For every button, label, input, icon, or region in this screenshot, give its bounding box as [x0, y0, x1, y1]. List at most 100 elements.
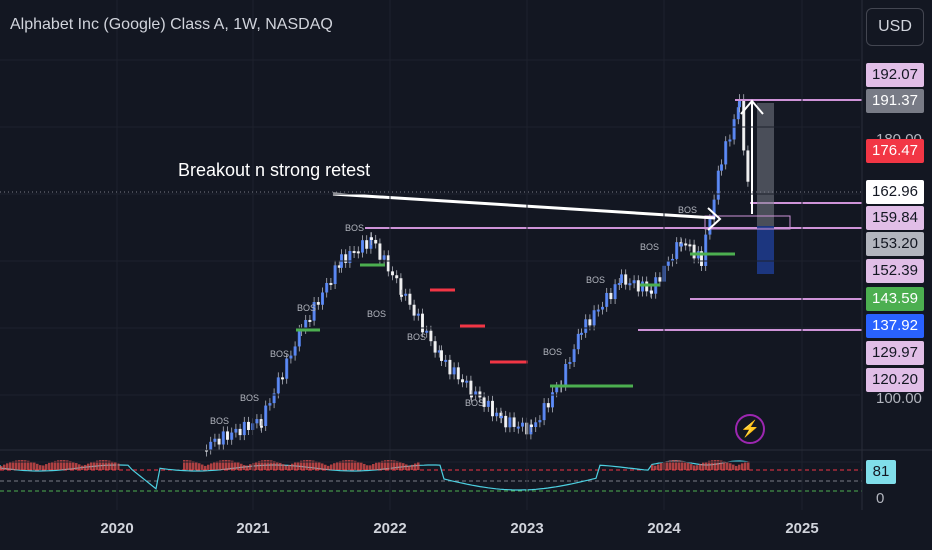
candle	[592, 310, 596, 326]
candle	[495, 412, 499, 417]
osc-histogram-bar	[396, 461, 399, 470]
osc-histogram-bar	[270, 460, 273, 470]
candle	[720, 164, 723, 171]
candle	[304, 319, 308, 329]
osc-histogram-bar	[57, 460, 60, 470]
candle	[365, 240, 369, 249]
candle	[316, 302, 320, 305]
osc-histogram-bar	[696, 465, 699, 470]
candle	[399, 278, 403, 295]
osc-histogram-bar	[327, 465, 330, 470]
candle	[482, 397, 486, 407]
osc-histogram-bar	[60, 460, 63, 470]
candle	[209, 441, 213, 450]
osc-histogram-bar	[237, 462, 240, 470]
candle	[452, 367, 456, 375]
osc-histogram-bar	[282, 464, 285, 470]
osc-histogram-bar	[210, 463, 213, 470]
osc-histogram-bar	[660, 463, 663, 470]
candle	[500, 415, 503, 419]
osc-histogram-bar	[3, 464, 6, 470]
osc-histogram-bar	[48, 462, 51, 470]
candle	[264, 405, 268, 426]
osc-histogram-bar	[651, 464, 654, 470]
osc-histogram-bar	[9, 462, 12, 470]
candle	[289, 355, 293, 359]
candle	[285, 358, 289, 379]
price-axis-label-100: 100.00	[876, 390, 922, 407]
osc-histogram-bar	[6, 463, 9, 470]
candle	[456, 367, 460, 380]
osc-histogram-bar	[225, 460, 228, 470]
osc-histogram-bar	[255, 461, 258, 470]
osc-histogram-bar	[0, 466, 3, 470]
candle	[205, 449, 208, 452]
time-axis-label: 2021	[236, 520, 270, 537]
candle	[601, 306, 604, 310]
price-label: 162.96	[866, 180, 924, 204]
time-axis-label: 2022	[373, 520, 407, 537]
osc-histogram-bar	[30, 461, 33, 470]
bos-label: BOS	[678, 205, 698, 215]
osc-histogram-bar	[324, 464, 327, 470]
price-label: 120.20	[866, 368, 924, 392]
candle	[716, 170, 720, 200]
osc-histogram-bar	[93, 461, 96, 470]
candle	[546, 403, 550, 408]
candle	[478, 391, 482, 398]
candle	[268, 403, 272, 406]
candle	[534, 422, 538, 428]
osc-histogram-bar	[108, 460, 111, 470]
osc-histogram-bar	[249, 464, 252, 470]
osc-histogram-bar	[312, 460, 315, 470]
osc-histogram-bar	[741, 463, 744, 470]
osc-histogram-bar	[66, 460, 69, 470]
candle	[465, 380, 469, 383]
candle	[221, 431, 225, 445]
currency-button[interactable]: USD	[866, 8, 924, 46]
candle	[568, 361, 572, 365]
candle	[680, 243, 683, 247]
osc-histogram-bar	[747, 461, 750, 470]
osc-histogram-bar	[15, 460, 18, 470]
time-axis-label: 2020	[100, 520, 134, 537]
osc-histogram-bar	[42, 465, 45, 470]
candle	[416, 313, 420, 316]
osc-histogram-bar	[354, 460, 357, 470]
osc-histogram-bar	[387, 460, 390, 470]
bos-label: BOS	[586, 275, 606, 285]
candle	[564, 364, 568, 386]
osc-histogram-bar	[381, 460, 384, 470]
osc-histogram-bar	[51, 461, 54, 470]
candle	[529, 424, 533, 435]
candle	[738, 99, 741, 108]
candle	[352, 251, 356, 254]
candle	[580, 332, 583, 335]
osc-histogram-bar	[378, 461, 381, 470]
osc-histogram-bar	[657, 464, 660, 470]
osc-histogram-bar	[288, 465, 291, 470]
osc-histogram-bar	[69, 461, 72, 470]
price-label: 153.20	[866, 232, 924, 256]
osc-histogram-bar	[63, 460, 66, 470]
osc-histogram-bar	[369, 465, 372, 470]
osc-histogram-bar	[675, 460, 678, 470]
candle	[276, 377, 280, 394]
osc-histogram-bar	[690, 464, 693, 470]
lightning-icon[interactable]: ⚡	[735, 414, 765, 444]
candle	[255, 419, 259, 424]
bos-label: BOS	[640, 242, 660, 252]
candle	[461, 379, 464, 383]
osc-histogram-bar	[672, 460, 675, 470]
candle	[596, 309, 600, 312]
candle	[504, 415, 508, 428]
osc-histogram-bar	[207, 464, 210, 470]
osc-histogram-bar	[198, 463, 201, 470]
oscillator-pane	[0, 460, 862, 492]
osc-histogram-bar	[705, 461, 708, 470]
candle	[348, 251, 352, 263]
candle	[386, 255, 390, 272]
osc-histogram-bar	[318, 462, 321, 470]
osc-histogram-bar	[294, 462, 297, 470]
